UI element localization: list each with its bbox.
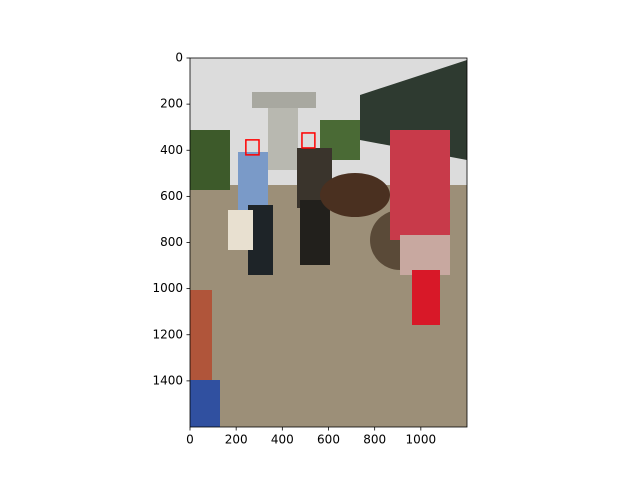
photo bbox=[190, 58, 467, 427]
y-tick-label: 800 bbox=[160, 235, 183, 249]
x-tick-label: 1000 bbox=[406, 433, 437, 447]
y-tick-label: 0 bbox=[175, 51, 183, 65]
face-box bbox=[245, 139, 260, 156]
y-tick-label: 1000 bbox=[152, 281, 183, 295]
y-tick-label: 200 bbox=[160, 97, 183, 111]
x-tick-label: 800 bbox=[363, 433, 386, 447]
y-tick-label: 1400 bbox=[152, 373, 183, 387]
x-tick-label: 400 bbox=[271, 433, 294, 447]
y-tick-label: 600 bbox=[160, 189, 183, 203]
face-box bbox=[301, 132, 316, 149]
x-tick-label: 200 bbox=[225, 433, 248, 447]
y-tick-label: 1200 bbox=[152, 327, 183, 341]
x-tick-label: 0 bbox=[186, 433, 194, 447]
x-tick-label: 600 bbox=[317, 433, 340, 447]
y-tick-label: 400 bbox=[160, 143, 183, 157]
